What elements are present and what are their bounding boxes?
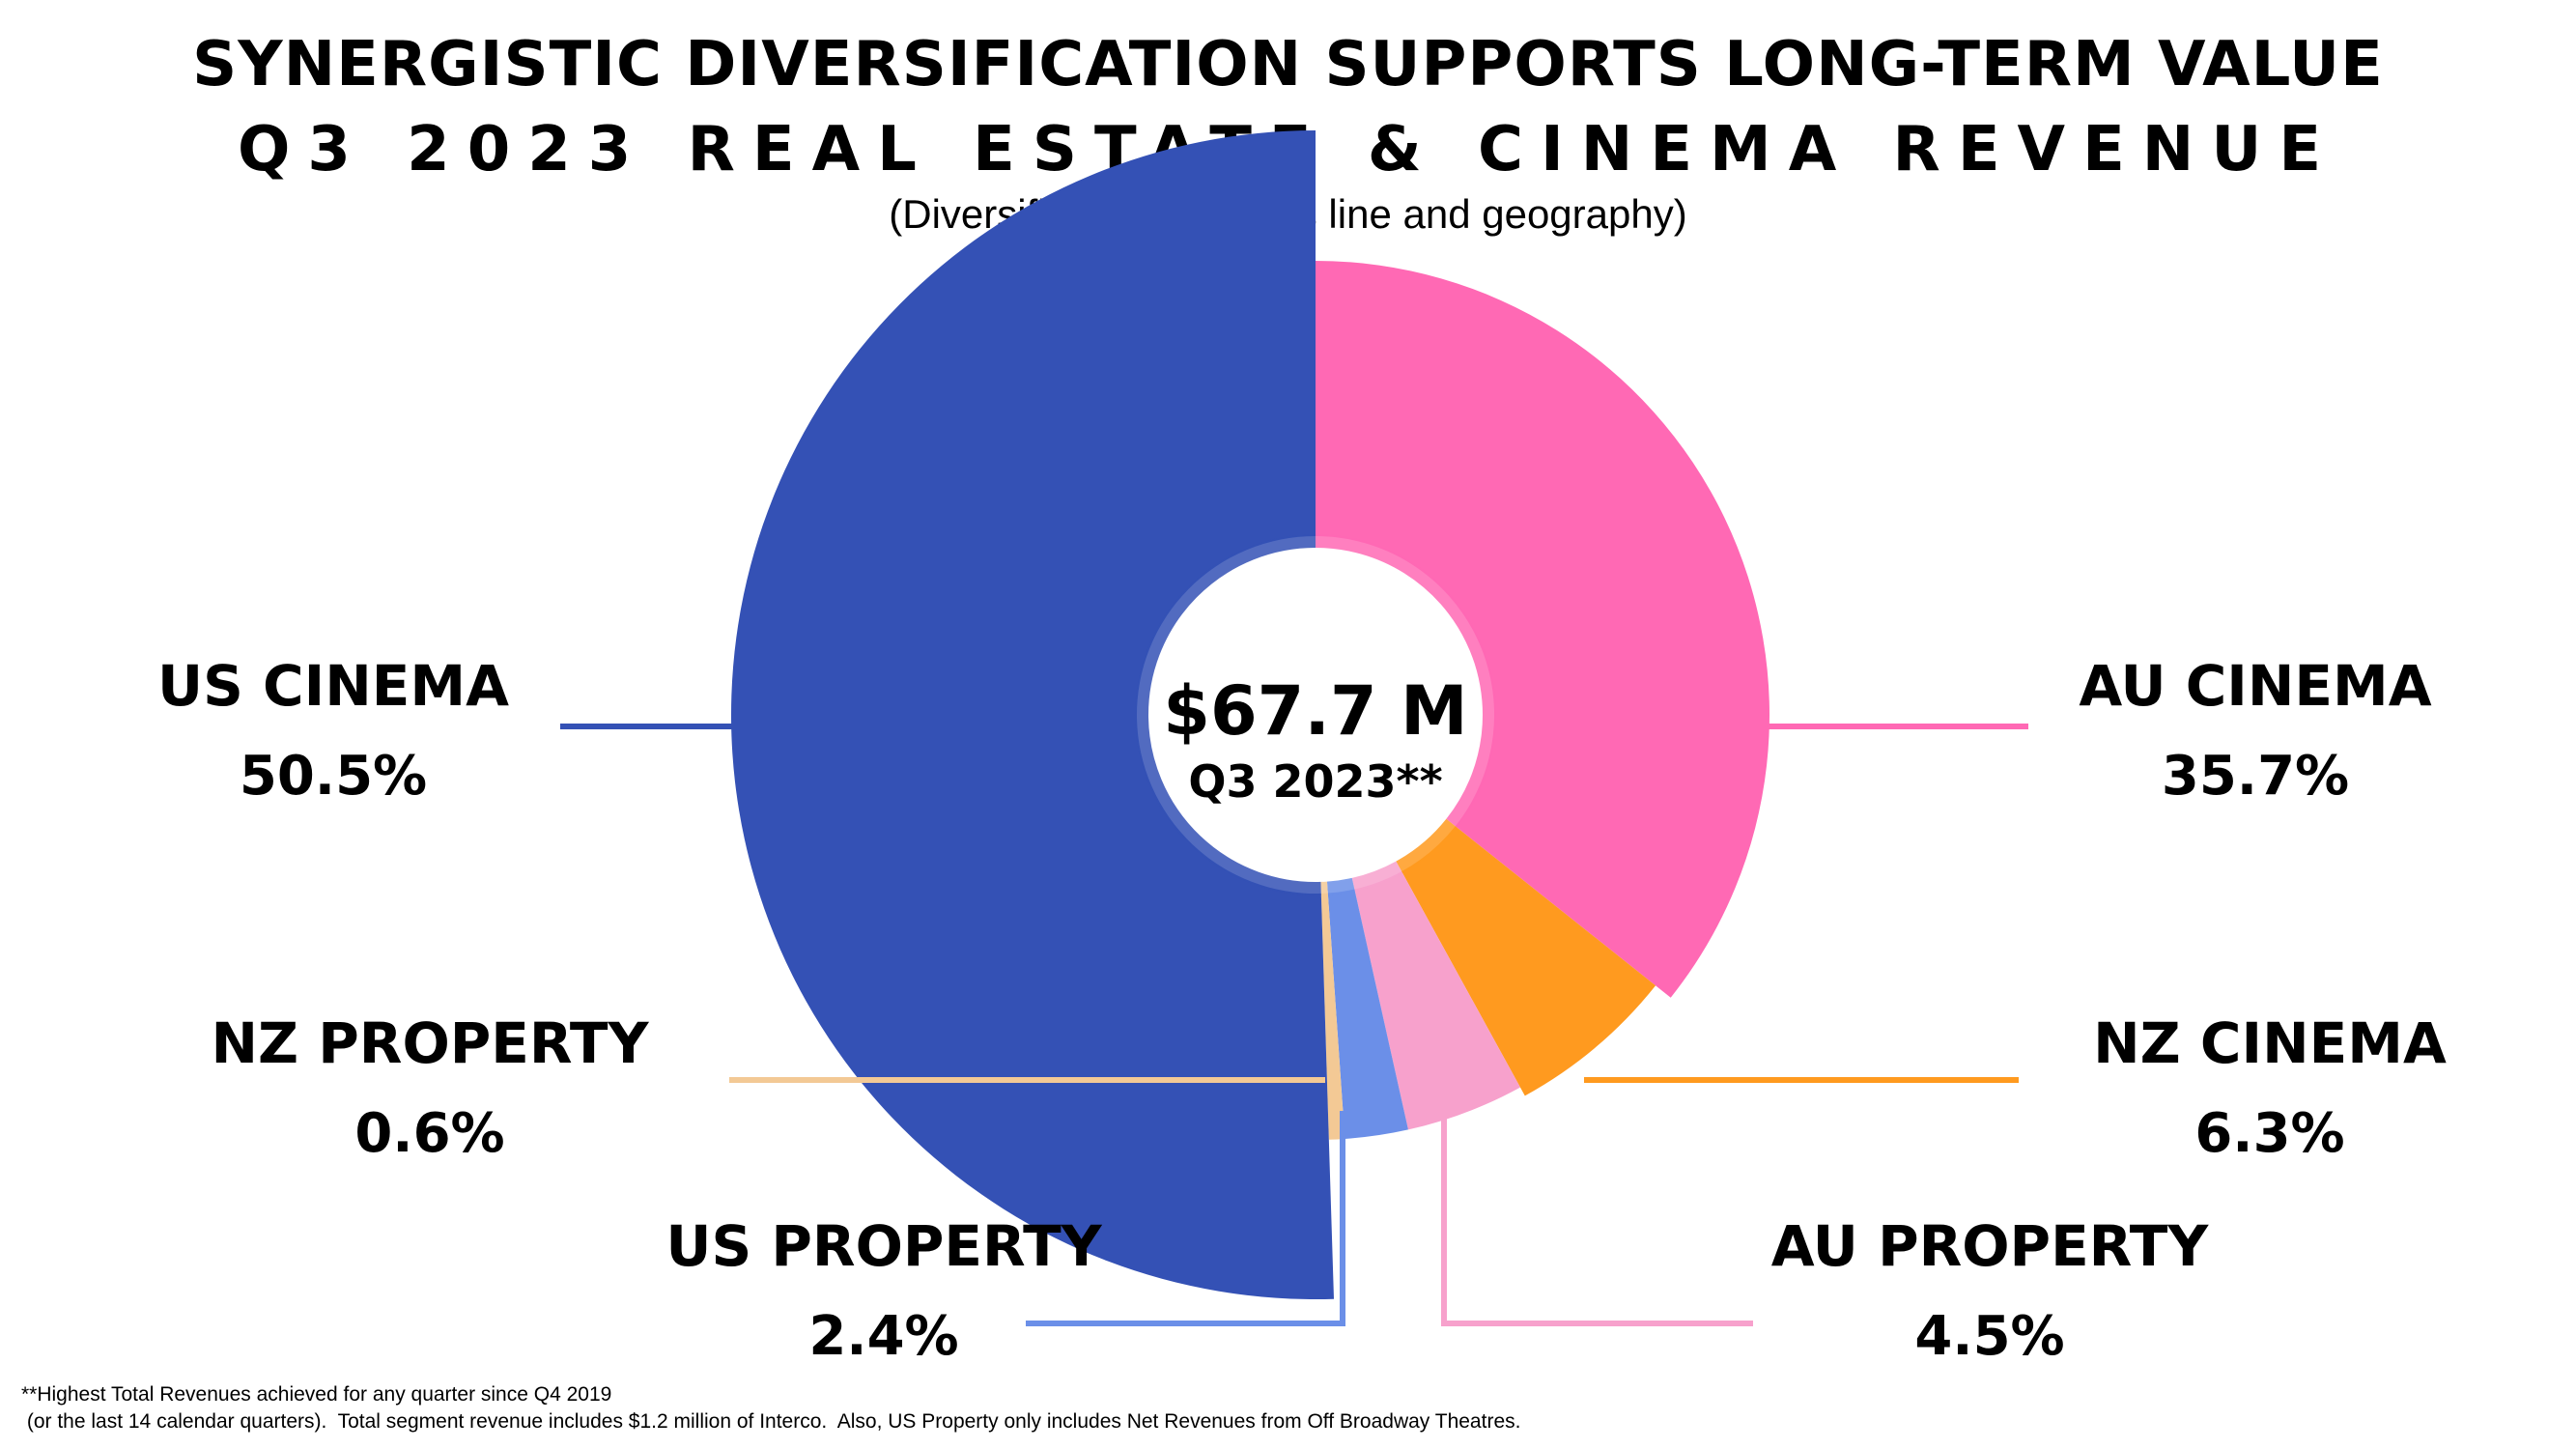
label-nz-cinema: NZ CINEMA (2093, 1010, 2447, 1076)
footnote-line-2: (or the last 14 calendar quarters). Tota… (21, 1410, 1521, 1433)
value-us-property: 2.4% (808, 1305, 958, 1368)
center-value: $67.7 M (1163, 671, 1467, 751)
chart-title: SYNERGISTIC DIVERSIFICATION SUPPORTS LON… (192, 29, 2384, 100)
slice-labels: AU CINEMA 35.7% NZ CINEMA 6.3% AU PROPERTY 4.… (157, 653, 2447, 1368)
inner-ring-nz-cinema (1396, 818, 1458, 873)
slice-au-cinema (1316, 261, 1769, 998)
value-au-cinema: 35.7% (2162, 745, 2349, 808)
slice-us-cinema (730, 130, 1335, 1299)
slice-nz-cinema (1401, 826, 1656, 1096)
leader-us-property (1026, 1111, 1345, 1326)
label-us-property: US PROPERTY (665, 1213, 1102, 1279)
label-au-cinema: AU CINEMA (2079, 653, 2431, 719)
leader-au-property (1441, 1111, 1753, 1326)
label-au-property: AU PROPERTY (1771, 1213, 2210, 1279)
center-label: Q3 2023** (1188, 755, 1442, 808)
value-us-cinema: 50.5% (240, 745, 427, 808)
slice-au-property (1354, 871, 1520, 1130)
label-nz-property: NZ PROPERTY (211, 1010, 649, 1076)
leader-lines (560, 724, 2028, 1326)
value-nz-property: 0.6% (354, 1102, 504, 1165)
slice-us-property (1327, 889, 1408, 1139)
inner-ring-au-property (1351, 861, 1403, 892)
value-nz-cinema: 6.3% (2194, 1102, 2344, 1165)
footnote-line-1: **Highest Total Revenues achieved for an… (21, 1383, 612, 1406)
inner-ring-us-cinema (1135, 534, 1321, 895)
slice-nz-property (1320, 893, 1345, 1140)
slice-group (730, 130, 1769, 1299)
center-hole (1151, 551, 1480, 879)
inner-ring (1135, 534, 1496, 895)
value-au-property: 4.5% (1914, 1305, 2064, 1368)
inner-ring-us-property (1326, 877, 1355, 895)
label-us-cinema: US CINEMA (157, 653, 509, 719)
inner-ring-au-cinema (1315, 534, 1496, 828)
